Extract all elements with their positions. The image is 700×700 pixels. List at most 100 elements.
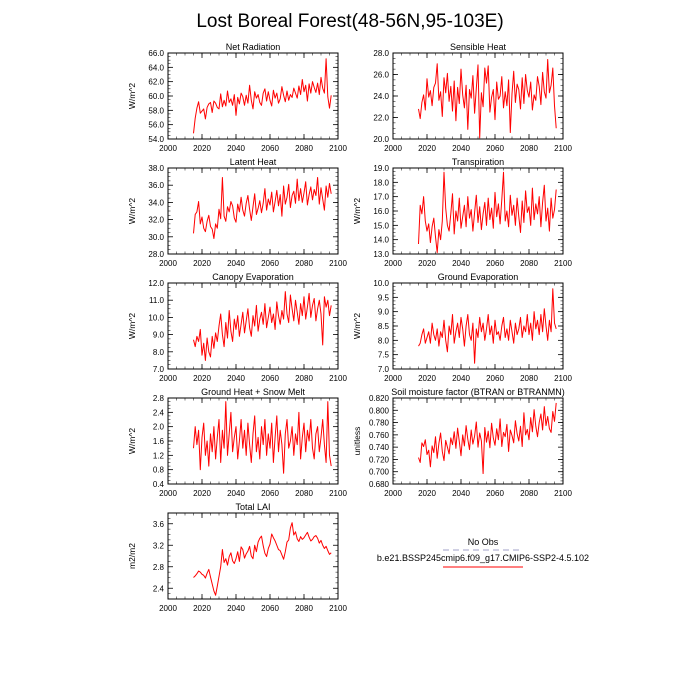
y-tick-label: 14.0 [373, 236, 389, 245]
y-tick-label: 0.8 [153, 466, 165, 475]
y-tick-label: 17.0 [373, 193, 389, 202]
y-tick-label: 8.0 [153, 348, 165, 357]
x-tick-label: 2080 [520, 489, 538, 498]
y-tick-label: 16.0 [373, 207, 389, 216]
x-tick-label: 2000 [159, 374, 177, 383]
panel-7: Ground Heat + Snow Melt 2000 2020 2040 2060 2… [127, 387, 347, 498]
y-axis-label: W/m^2 [127, 313, 137, 339]
y-tick-label: 3.2 [153, 541, 165, 550]
x-tick-label: 2040 [227, 374, 245, 383]
panel-1: Net Radiation 2000 2020 2040 2060 2080 2100 54.… [127, 42, 347, 153]
y-tick-label: 54.0 [148, 135, 164, 144]
y-tick-label: 20.0 [373, 135, 389, 144]
panel-title: Soil moisture factor (BTRAN or BTRANMN) [391, 387, 565, 397]
x-tick-label: 2080 [295, 144, 313, 153]
panel-3: Latent Heat 2000 2020 2040 2060 2080 2100 28.0 3… [127, 157, 347, 268]
y-tick-label: 3.6 [153, 520, 165, 529]
legend-model-label: b.e21.BSSP245cmip6.f09_g17.CMIP6-SSP2-4.… [377, 553, 589, 563]
x-tick-label: 2100 [329, 489, 347, 498]
x-tick-label: 2060 [486, 144, 504, 153]
y-tick-label: 2.4 [153, 408, 165, 417]
y-tick-label: 0.740 [369, 443, 390, 452]
y-tick-label: 64.0 [148, 63, 164, 72]
y-tick-label: 9.0 [378, 308, 390, 317]
y-tick-label: 2.8 [153, 394, 165, 403]
y-tick-label: 9.0 [153, 331, 165, 340]
y-tick-label: 1.6 [153, 437, 165, 446]
x-tick-label: 2000 [384, 144, 402, 153]
x-tick-label: 2000 [159, 259, 177, 268]
x-tick-label: 2080 [295, 489, 313, 498]
x-tick-label: 2000 [159, 489, 177, 498]
y-axis-label: W/m^2 [127, 83, 137, 109]
x-tick-label: 2000 [384, 259, 402, 268]
series-line [193, 522, 332, 596]
x-tick-label: 2100 [329, 144, 347, 153]
y-tick-label: 26.0 [373, 71, 389, 80]
x-tick-label: 2040 [452, 489, 470, 498]
plot-frame [167, 167, 339, 255]
x-tick-label: 2020 [418, 259, 436, 268]
y-tick-label: 9.5 [378, 293, 390, 302]
plot-frame [392, 167, 564, 255]
x-tick-label: 2020 [418, 144, 436, 153]
y-axis-label: m2/m2 [127, 543, 137, 569]
series-line [418, 58, 557, 139]
x-tick-label: 2040 [452, 144, 470, 153]
x-tick-label: 2020 [193, 144, 211, 153]
y-tick-label: 13.0 [373, 250, 389, 259]
plot-frame [167, 397, 339, 485]
y-tick-label: 0.720 [369, 455, 390, 464]
series-line [193, 58, 332, 134]
y-axis-label: W/m^2 [127, 198, 137, 224]
x-tick-label: 2080 [295, 374, 313, 383]
y-tick-label: 58.0 [148, 106, 164, 115]
x-tick-label: 2000 [159, 604, 177, 613]
y-tick-label: 2.4 [153, 584, 165, 593]
y-axis-label: W/m^2 [127, 428, 137, 454]
y-tick-label: 66.0 [148, 49, 164, 58]
x-tick-label: 2000 [159, 144, 177, 153]
figure-title: Lost Boreal Forest(48-56N,95-103E) [196, 11, 503, 32]
x-tick-label: 2040 [452, 374, 470, 383]
x-tick-label: 2060 [261, 374, 279, 383]
y-tick-label: 2.0 [153, 423, 165, 432]
x-tick-label: 2100 [329, 259, 347, 268]
y-tick-label: 0.820 [369, 394, 390, 403]
x-tick-label: 2100 [329, 374, 347, 383]
x-tick-label: 2100 [554, 144, 572, 153]
x-tick-label: 2100 [554, 489, 572, 498]
x-tick-label: 2080 [520, 374, 538, 383]
x-tick-label: 2020 [418, 374, 436, 383]
y-tick-label: 34.0 [148, 198, 164, 207]
x-tick-label: 2060 [261, 604, 279, 613]
x-tick-label: 2060 [261, 259, 279, 268]
series-line [418, 171, 557, 254]
series-line [418, 402, 557, 475]
y-tick-label: 10.0 [148, 313, 164, 322]
x-tick-label: 2060 [261, 489, 279, 498]
y-axis-label: W/m^2 [352, 313, 362, 339]
y-tick-label: 60.0 [148, 92, 164, 101]
x-tick-label: 2080 [520, 259, 538, 268]
x-tick-label: 2040 [227, 259, 245, 268]
y-tick-label: 32.0 [148, 216, 164, 225]
x-tick-label: 2080 [520, 144, 538, 153]
y-tick-label: 0.700 [369, 468, 390, 477]
x-tick-label: 2060 [486, 374, 504, 383]
plot-frame [167, 512, 339, 600]
panel-4: Transpiration 2000 2020 2040 2060 2080 2100 13.… [352, 157, 572, 268]
panel-title: Transpiration [452, 157, 504, 167]
y-tick-label: 30.0 [148, 233, 164, 242]
x-tick-label: 2020 [418, 489, 436, 498]
x-tick-label: 2100 [554, 374, 572, 383]
x-tick-label: 2000 [384, 489, 402, 498]
x-tick-label: 2020 [193, 374, 211, 383]
series-line [418, 288, 557, 364]
y-tick-label: 56.0 [148, 121, 164, 130]
series-line [193, 401, 332, 474]
y-tick-label: 18.0 [373, 178, 389, 187]
x-tick-label: 2040 [227, 604, 245, 613]
